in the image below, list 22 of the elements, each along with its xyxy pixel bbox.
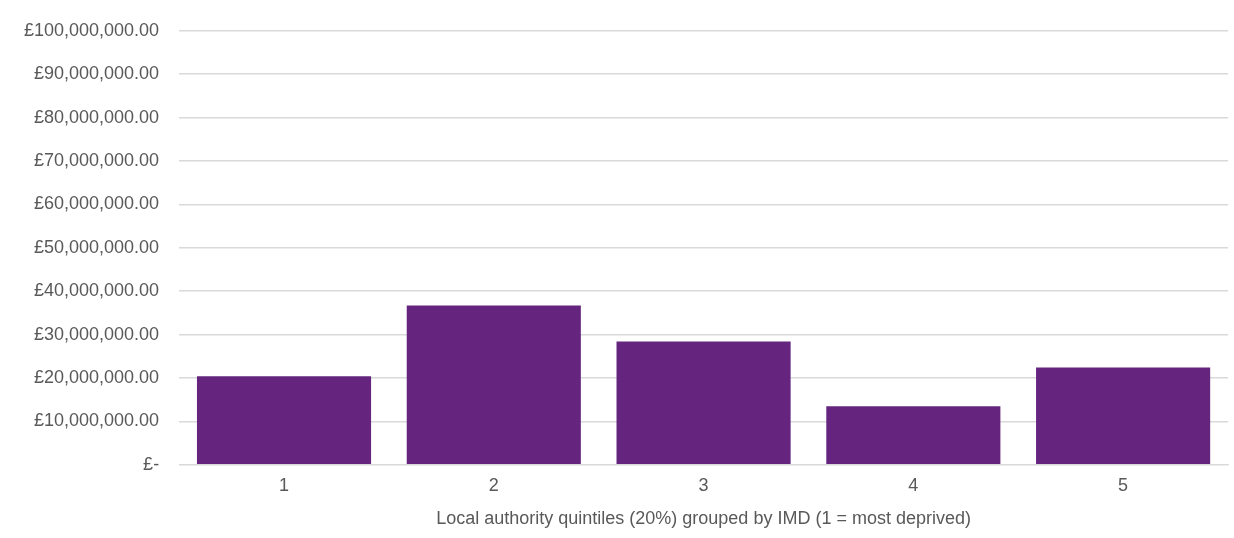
y-tick-label: £10,000,000.00	[34, 410, 160, 431]
y-tick-label: £100,000,000.00	[23, 19, 160, 40]
x-tick-label: 1	[279, 474, 290, 495]
x-tick-label: 4	[908, 474, 919, 495]
y-tick-label: £60,000,000.00	[34, 193, 160, 214]
y-tick-label: £80,000,000.00	[34, 106, 160, 127]
x-axis-title: Local authority quintiles (20%) grouped by IMD (1 = most deprived)	[436, 508, 971, 529]
bar	[196, 376, 372, 465]
y-tick-label: £90,000,000.00	[34, 63, 160, 84]
y-tick-label: £20,000,000.00	[34, 366, 160, 387]
x-tick-label: 2	[488, 474, 499, 495]
bar	[826, 406, 1001, 465]
y-tick-label: £30,000,000.00	[34, 323, 160, 344]
y-tick-label: £70,000,000.00	[34, 149, 160, 170]
bar	[1036, 367, 1211, 465]
y-tick-label: £50,000,000.00	[34, 236, 160, 257]
x-tick-label: 5	[1118, 474, 1129, 495]
bar	[616, 341, 791, 465]
bar	[406, 305, 581, 465]
y-tick-label: £-	[143, 453, 160, 474]
y-tick-label: £40,000,000.00	[34, 280, 160, 301]
x-tick-label: 3	[698, 474, 709, 495]
